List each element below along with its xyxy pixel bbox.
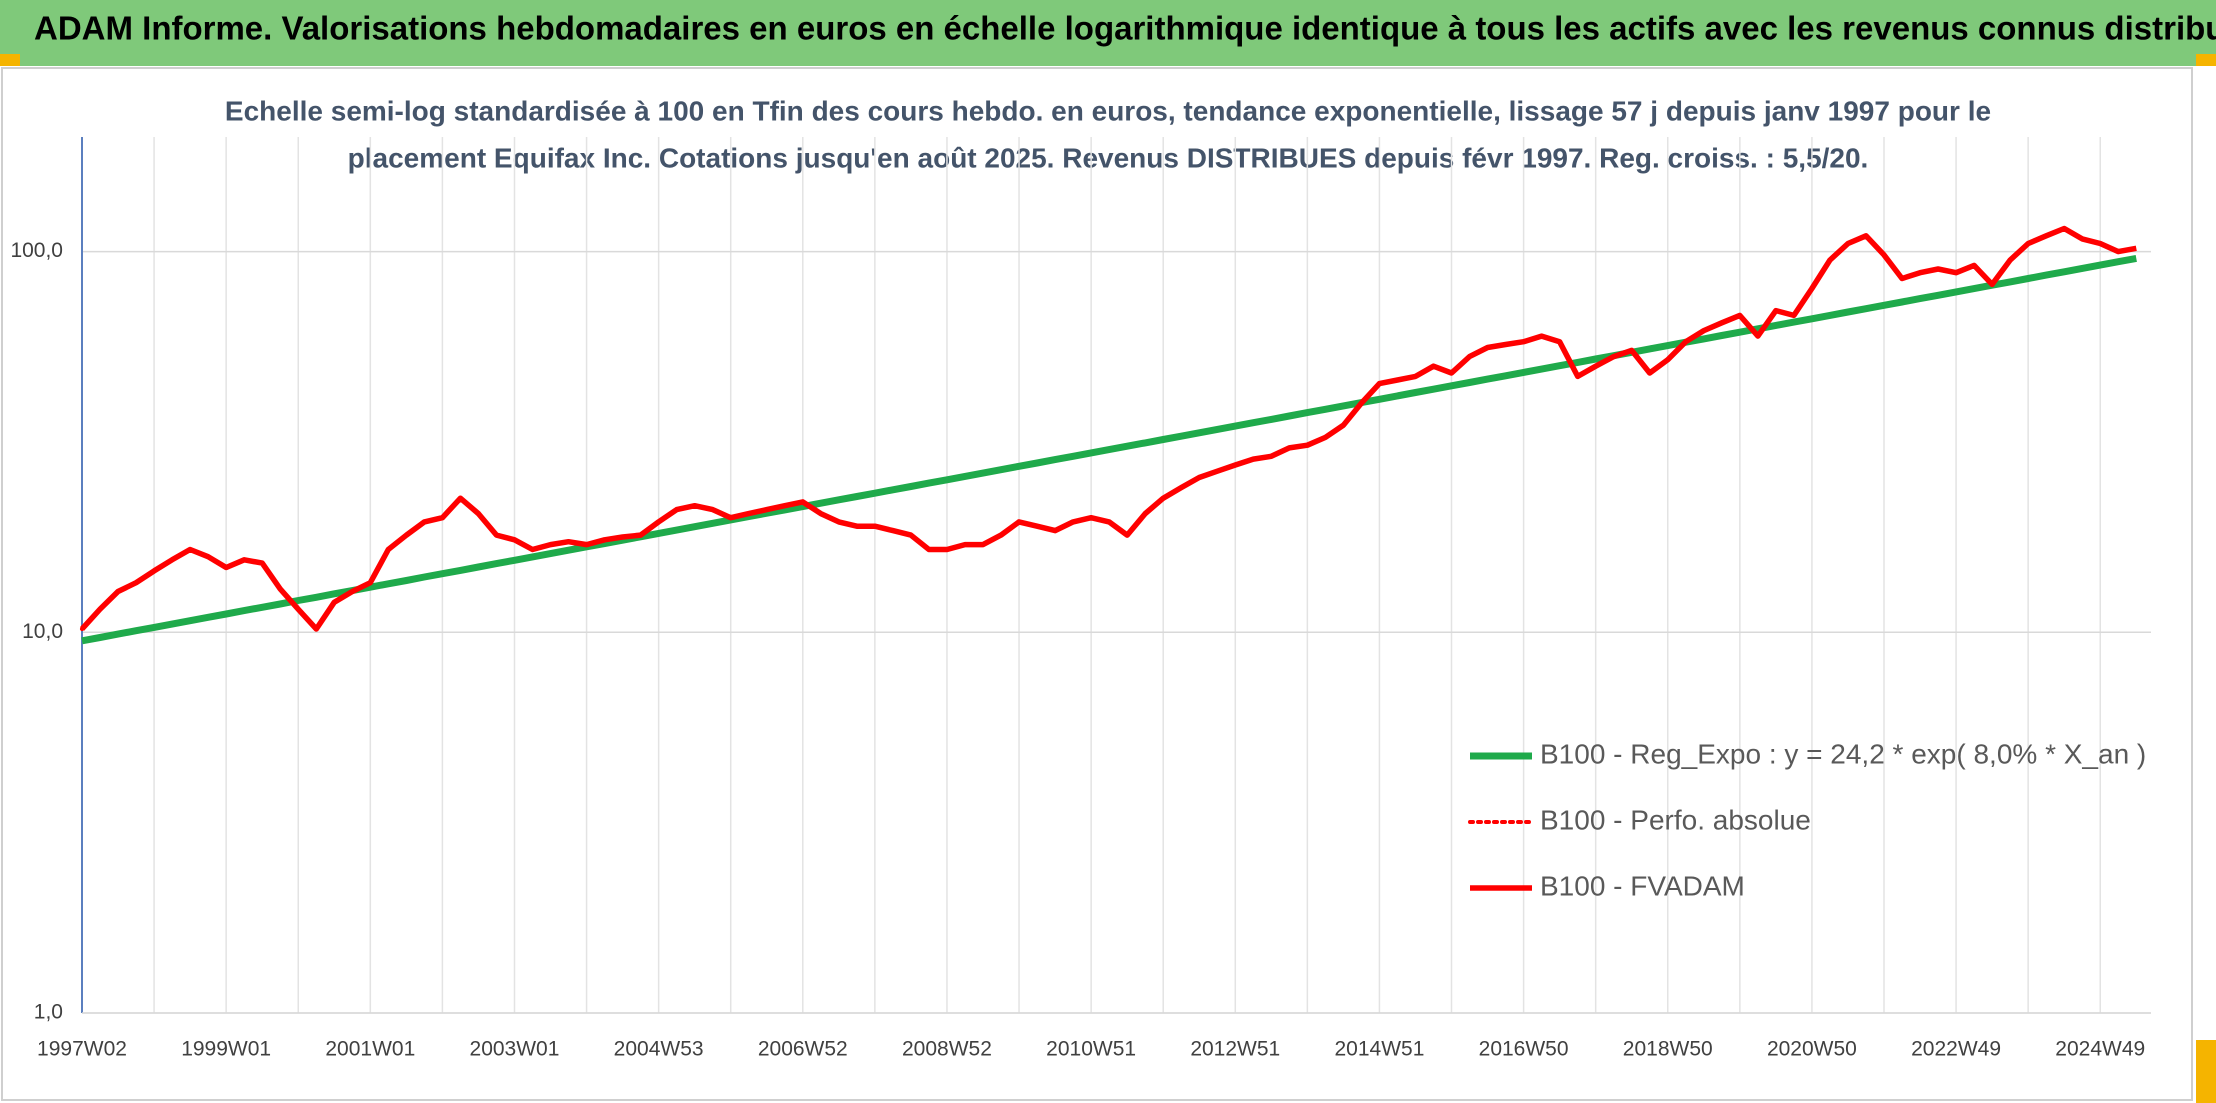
- series-line: [81, 254, 2137, 645]
- x-tick-label: 1999W01: [181, 1038, 271, 1061]
- title-banner: [0, 0, 2216, 66]
- x-tick-label: 2014W51: [1334, 1038, 1424, 1061]
- series-line: [79, 225, 2137, 632]
- y-tick-label: 100,0: [10, 239, 63, 262]
- x-tick-label: 2024W49: [2055, 1038, 2145, 1061]
- y-tick-label: 10,0: [22, 620, 63, 643]
- x-tick-label: 2003W01: [470, 1038, 560, 1061]
- legend-label: B100 - Reg_Expo : y = 24,2 * exp( 8,0% *…: [1540, 738, 2146, 769]
- corner-marker: [0, 54, 20, 66]
- x-tick-label: 2022W49: [1911, 1038, 2001, 1061]
- chart-title: ADAM Informe. Valorisations hebdomadaire…: [34, 10, 2216, 47]
- chart-subtitle: placement Equifax Inc. Cotations jusqu'e…: [348, 142, 1869, 173]
- legend-label: B100 - FVADAM: [1540, 870, 1745, 901]
- panel-border: [1, 67, 2193, 1101]
- x-tick-label: 2001W01: [325, 1038, 415, 1061]
- x-tick-label: 2020W50: [1767, 1038, 1857, 1061]
- x-tick-label: 2004W53: [614, 1038, 704, 1061]
- x-tick-label: 2010W51: [1046, 1038, 1136, 1061]
- x-tick-label: 2006W52: [758, 1038, 848, 1061]
- x-tick-label: 2016W50: [1479, 1038, 1569, 1061]
- x-tick-label: 1997W02: [37, 1038, 127, 1061]
- corner-marker: [2196, 1040, 2216, 1103]
- x-tick-label: 2008W52: [902, 1038, 992, 1061]
- x-tick-label: 2018W50: [1623, 1038, 1713, 1061]
- legend-label: B100 - Perfo. absolue: [1540, 804, 1811, 835]
- chart-subtitle: Echelle semi-log standardisée à 100 en T…: [225, 95, 1991, 126]
- y-tick-label: 1,0: [34, 1001, 63, 1024]
- x-tick-label: 2012W51: [1190, 1038, 1280, 1061]
- corner-marker: [2196, 54, 2216, 66]
